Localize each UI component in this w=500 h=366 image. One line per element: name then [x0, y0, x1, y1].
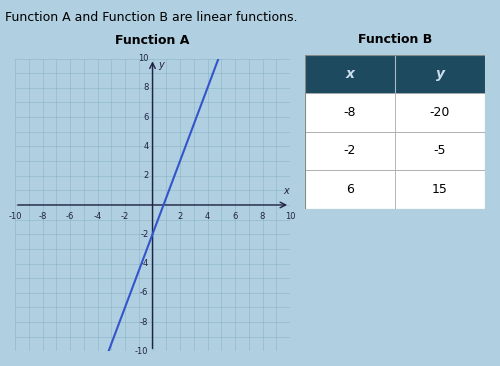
Text: Function A: Function A	[116, 34, 190, 47]
Text: -10: -10	[8, 212, 22, 221]
Text: 2: 2	[178, 212, 182, 221]
Text: -8: -8	[344, 106, 356, 119]
Text: 8: 8	[143, 83, 148, 92]
Text: 10: 10	[285, 212, 296, 221]
Text: 6: 6	[232, 212, 237, 221]
Text: 6: 6	[346, 183, 354, 196]
Text: -20: -20	[430, 106, 450, 119]
Text: -6: -6	[140, 288, 148, 297]
Bar	[305, 132, 485, 170]
Text: 10: 10	[138, 54, 148, 63]
Bar	[305, 170, 485, 209]
Text: -10: -10	[135, 347, 148, 356]
Text: -5: -5	[434, 145, 446, 157]
Text: x: x	[283, 186, 288, 196]
Text: 6: 6	[143, 113, 148, 122]
Text: -2: -2	[140, 230, 148, 239]
Text: x: x	[346, 67, 354, 81]
Text: -6: -6	[66, 212, 74, 221]
Text: -4: -4	[94, 212, 102, 221]
Text: 4: 4	[143, 142, 148, 151]
Text: y: y	[158, 60, 164, 70]
Text: -8: -8	[38, 212, 46, 221]
Text: -2: -2	[344, 145, 356, 157]
Text: 2: 2	[143, 171, 148, 180]
Bar	[305, 55, 485, 93]
Text: 15: 15	[432, 183, 448, 196]
Text: 8: 8	[260, 212, 265, 221]
Text: -8: -8	[140, 318, 148, 326]
Text: Function A and Function B are linear functions.: Function A and Function B are linear fun…	[5, 11, 298, 24]
Text: -2: -2	[121, 212, 129, 221]
Text: -4: -4	[140, 259, 148, 268]
Text: y: y	[436, 67, 444, 81]
Text: Function B: Function B	[358, 33, 432, 46]
Bar	[305, 93, 485, 132]
Text: 4: 4	[205, 212, 210, 221]
